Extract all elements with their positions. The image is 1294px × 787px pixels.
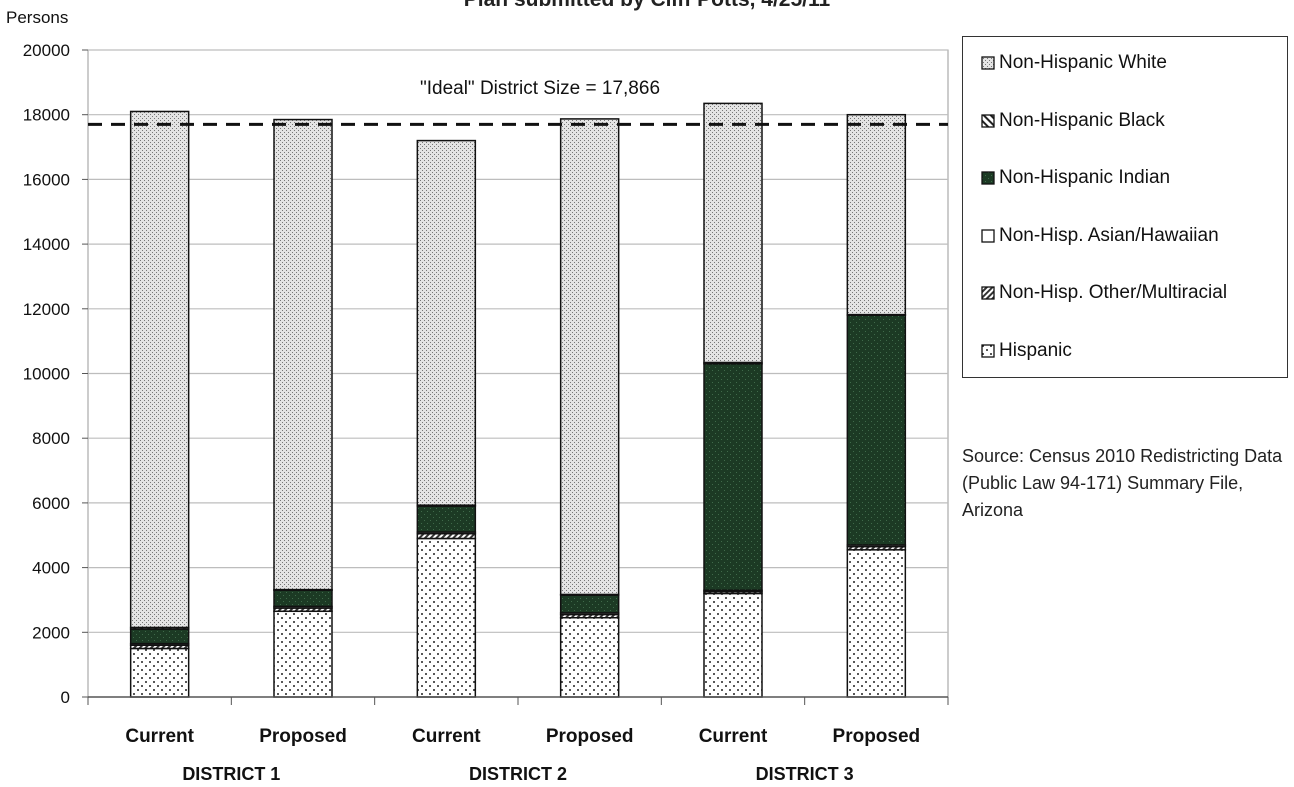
gridlines [87,49,949,698]
y-tick-label: 20000 [23,41,70,60]
legend-swatch [981,171,995,185]
bar-segment [703,102,763,364]
legend-label: Hispanic [999,339,1072,361]
legend-item: Hispanic [981,340,1072,362]
bar-segment [129,647,190,698]
y-axis-label: Persons [6,8,69,27]
bar-segment [416,139,477,506]
bar-segment [273,610,333,698]
bar-segment [273,118,333,591]
bar-segment [559,118,620,596]
bar-segment [559,594,620,614]
axes: 0 2000 4000 6000 8000 10000 12000 14000 16000 180… [23,41,949,784]
legend-swatch [981,113,995,128]
bar-segment [416,537,477,698]
y-tick-label: 14000 [23,235,70,254]
legend-item: Non-Hispanic Indian [981,167,1170,189]
legend-item: Non-Hisp. Asian/Hawaiian [981,225,1219,247]
bar-segment [703,592,763,698]
bar-segment [129,110,190,629]
x-tick-label: Proposed [259,726,347,747]
source-note: Source: Census 2010 Redistricting Data (… [962,446,1283,520]
bar-segment [559,616,620,698]
y-tick-label: 0 [61,688,70,707]
chart-title: Plan submitted by Cliff Potts, 4/25/11 [0,0,1294,12]
legend-label: Non-Hispanic Black [999,109,1165,131]
bar-segment [129,628,190,645]
legend-swatch [981,286,995,300]
legend-label: Non-Hisp. Asian/Hawaiian [999,224,1219,246]
reference-line-label: "Ideal" District Size = 17,866 [420,78,660,99]
legend-item: Non-Hisp. Other/Multiracial [981,282,1227,304]
x-tick-label: Proposed [833,726,921,747]
legend-label: Non-Hispanic White [999,52,1167,73]
bar-segment [273,589,333,608]
bar-segment [703,363,763,591]
y-tick-label: 2000 [32,623,70,642]
y-tick-label: 10000 [23,365,70,384]
x-tick-label: Current [125,726,194,747]
bar-segment [846,113,907,316]
legend-label: Non-Hisp. Other/Multiracial [999,282,1228,303]
y-tick-label: 12000 [23,300,70,319]
legend-label: Non-Hispanic Indian [999,167,1171,188]
y-tick-label: 4000 [32,559,70,578]
legend-swatch [981,228,995,243]
legend-swatch [981,56,995,70]
y-tick-label: 18000 [23,106,70,125]
y-tick-label: 16000 [23,170,70,189]
bar-segment [846,549,907,698]
y-tick-label: 6000 [32,494,70,513]
group-label: DISTRICT 3 [756,764,854,784]
bar-segment [416,505,477,533]
legend-swatch [981,343,995,358]
legend: Non-Hispanic White Non-Hispanic Black Non-… [962,36,1288,378]
x-tick-label: Current [699,726,768,747]
y-tick-label: 8000 [32,429,70,448]
group-label: DISTRICT 2 [469,764,567,784]
bars [129,102,907,698]
bar-segment [846,314,907,546]
group-label: DISTRICT 1 [182,764,280,784]
legend-item: Non-Hispanic White [981,52,1167,74]
x-tick-label: Proposed [546,726,634,747]
legend-item: Non-Hispanic Black [981,110,1165,132]
x-tick-label: Current [412,726,481,747]
